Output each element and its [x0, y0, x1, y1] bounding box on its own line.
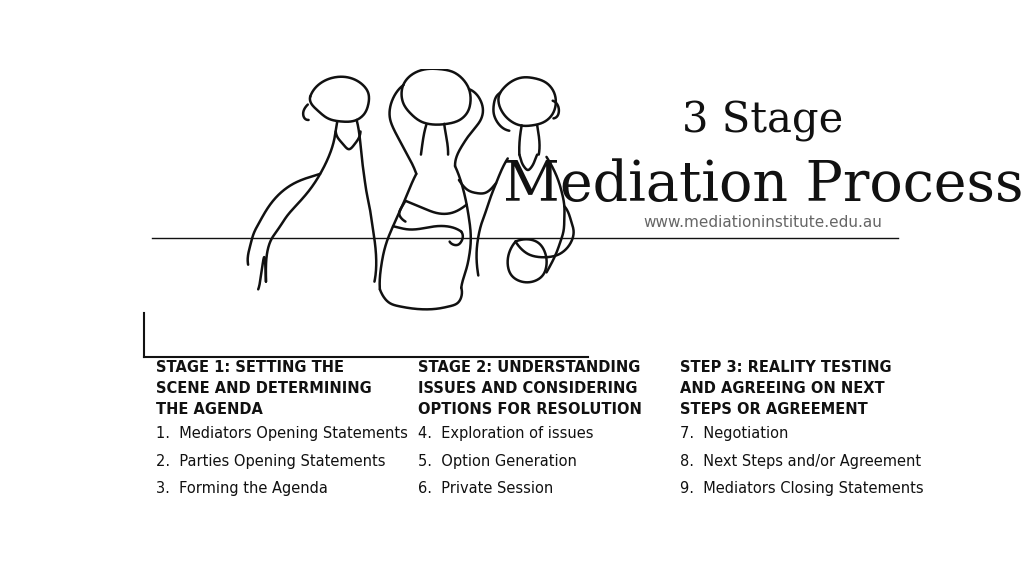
Text: 9.  Mediators Closing Statements: 9. Mediators Closing Statements	[680, 481, 924, 496]
Text: 3 Stage: 3 Stage	[682, 100, 844, 142]
Text: STEP 3: REALITY TESTING
AND AGREEING ON NEXT
STEPS OR AGREEMENT: STEP 3: REALITY TESTING AND AGREEING ON …	[680, 359, 891, 416]
Text: 2.  Parties Opening Statements: 2. Parties Opening Statements	[156, 454, 385, 469]
Text: 5.  Option Generation: 5. Option Generation	[418, 454, 577, 469]
Text: 8.  Next Steps and/or Agreement: 8. Next Steps and/or Agreement	[680, 454, 921, 469]
Text: 1.  Mediators Opening Statements: 1. Mediators Opening Statements	[156, 426, 408, 441]
Text: 6.  Private Session: 6. Private Session	[418, 481, 553, 496]
Text: Mediation Process: Mediation Process	[503, 158, 1023, 213]
Text: STAGE 2: UNDERSTANDING
ISSUES AND CONSIDERING
OPTIONS FOR RESOLUTION: STAGE 2: UNDERSTANDING ISSUES AND CONSID…	[418, 359, 642, 416]
Text: 3.  Forming the Agenda: 3. Forming the Agenda	[156, 481, 328, 496]
Text: www.mediationinstitute.edu.au: www.mediationinstitute.edu.au	[643, 215, 883, 230]
Text: STAGE 1: SETTING THE
SCENE AND DETERMINING
THE AGENDA: STAGE 1: SETTING THE SCENE AND DETERMINI…	[156, 359, 372, 416]
Text: 4.  Exploration of issues: 4. Exploration of issues	[418, 426, 593, 441]
Text: 7.  Negotiation: 7. Negotiation	[680, 426, 787, 441]
